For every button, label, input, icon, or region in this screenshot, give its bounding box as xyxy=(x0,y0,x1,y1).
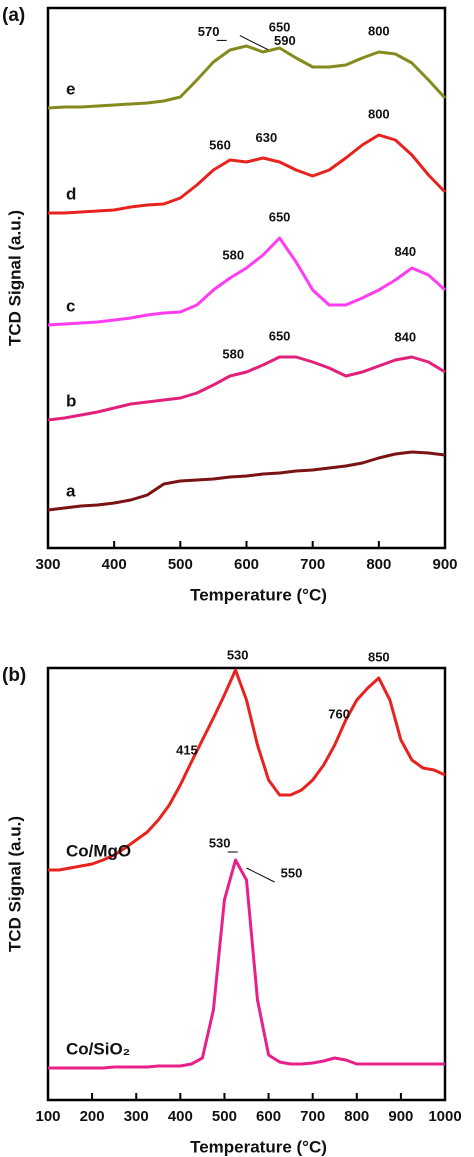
series-label: Co/SiO₂ xyxy=(66,1039,130,1058)
series-label: d xyxy=(66,184,76,203)
peak-label: 760 xyxy=(328,706,350,721)
peak-label: 850 xyxy=(368,649,390,664)
peak-label: 800 xyxy=(368,23,390,38)
x-tick-label: 800 xyxy=(344,1108,369,1125)
x-axis-label: Temperature (°C) xyxy=(190,585,327,604)
x-tick-label: 100 xyxy=(35,1108,60,1125)
peak-label: 840 xyxy=(394,330,416,345)
series-line xyxy=(48,858,445,1070)
peak-label: 530 xyxy=(209,835,231,850)
plot-frame xyxy=(46,6,447,550)
series-line xyxy=(48,133,447,215)
peak-arrow xyxy=(239,35,269,51)
x-tick-label: 300 xyxy=(124,1108,149,1125)
peak-label: 415 xyxy=(176,743,198,758)
x-tick-label: 700 xyxy=(300,1108,325,1125)
series-line xyxy=(47,450,446,512)
series-label: e xyxy=(66,79,75,98)
peak-label: 650 xyxy=(269,328,291,343)
peak-label: 530 xyxy=(227,647,249,662)
x-tick-label: 600 xyxy=(234,556,259,573)
peak-arrow xyxy=(246,867,275,883)
x-tick-label: 600 xyxy=(256,1108,281,1125)
x-tick-label: 400 xyxy=(102,556,127,573)
peak-label: 550 xyxy=(281,865,303,880)
panel-label: (a) xyxy=(2,5,25,26)
peak-label: 590 xyxy=(274,33,296,48)
plot-frame xyxy=(46,666,447,1102)
panel-label: (b) xyxy=(2,665,26,686)
series-label: a xyxy=(66,481,76,500)
series-label: Co/MgO xyxy=(66,841,131,860)
series-line xyxy=(47,355,446,422)
x-tick-label: 900 xyxy=(388,1108,413,1125)
x-tick-label: 200 xyxy=(80,1108,105,1125)
x-tick-label: 900 xyxy=(432,556,457,573)
x-tick-label: 400 xyxy=(168,1108,193,1125)
peak-label: 650 xyxy=(269,209,291,224)
x-tick-label: 800 xyxy=(366,556,391,573)
peak-label: 650 xyxy=(269,19,291,34)
peak-label: 570 xyxy=(198,24,220,39)
peak-label: 580 xyxy=(222,247,244,262)
series-line xyxy=(47,236,447,327)
x-tick-label: 1000 xyxy=(428,1108,461,1125)
series-label: b xyxy=(66,391,76,410)
peak-label: 840 xyxy=(394,244,416,259)
series-label: c xyxy=(66,296,75,315)
peak-label: 630 xyxy=(255,130,277,145)
series-line xyxy=(47,44,447,110)
peak-label: 560 xyxy=(209,137,231,152)
peak-label: 580 xyxy=(222,347,244,362)
y-axis-label: TCD Signal (a.u.) xyxy=(5,210,24,346)
y-axis-label: TCD Signal (a.u.) xyxy=(5,816,24,952)
x-tick-label: 300 xyxy=(35,556,60,573)
x-axis-label: Temperature (°C) xyxy=(190,1137,327,1156)
x-tick-label: 500 xyxy=(168,556,193,573)
x-tick-label: 700 xyxy=(300,556,325,573)
series-line xyxy=(48,668,446,872)
peak-label: 800 xyxy=(368,106,390,121)
x-tick-label: 500 xyxy=(212,1108,237,1125)
